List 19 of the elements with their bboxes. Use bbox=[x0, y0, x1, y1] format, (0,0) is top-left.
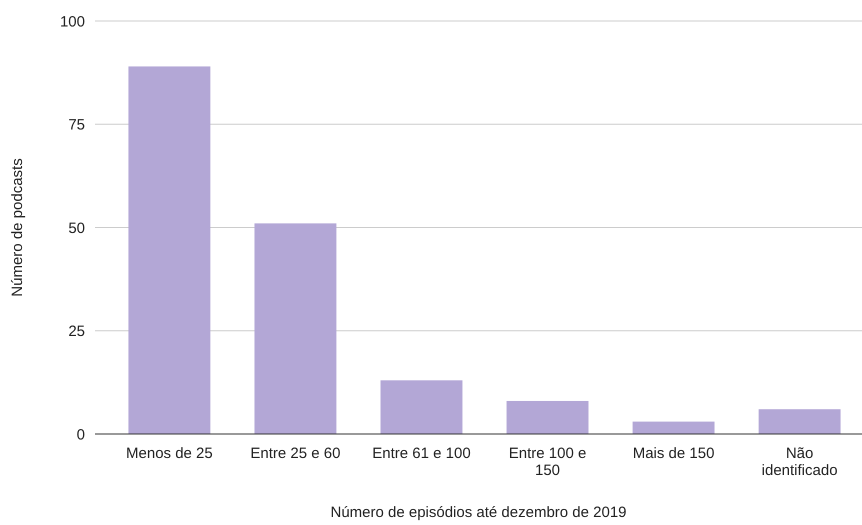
x-axis-title: Número de episódios até dezembro de 2019 bbox=[330, 504, 627, 521]
y-tick-label: 0 bbox=[76, 426, 85, 444]
x-tick-label: Não identificado bbox=[762, 445, 838, 479]
x-tick-label: Menos de 25 bbox=[126, 445, 213, 462]
x-tick-label: Mais de 150 bbox=[632, 445, 714, 462]
bar bbox=[632, 422, 715, 434]
bar bbox=[128, 66, 210, 434]
y-tick-label: 75 bbox=[68, 116, 85, 134]
x-tick-label: Entre 100 e 150 bbox=[508, 445, 586, 479]
y-tick-label: 100 bbox=[60, 13, 85, 30]
bar bbox=[758, 409, 841, 434]
bar bbox=[254, 223, 336, 434]
y-tick-label: 25 bbox=[68, 323, 85, 340]
bar bbox=[380, 380, 462, 434]
y-tick-label: 50 bbox=[68, 220, 85, 237]
bar bbox=[506, 400, 588, 434]
x-tick-label: Entre 25 e 60 bbox=[250, 445, 340, 462]
x-tick-label: Entre 61 e 100 bbox=[372, 445, 471, 462]
y-axis-title: Número de podcasts bbox=[9, 158, 26, 297]
